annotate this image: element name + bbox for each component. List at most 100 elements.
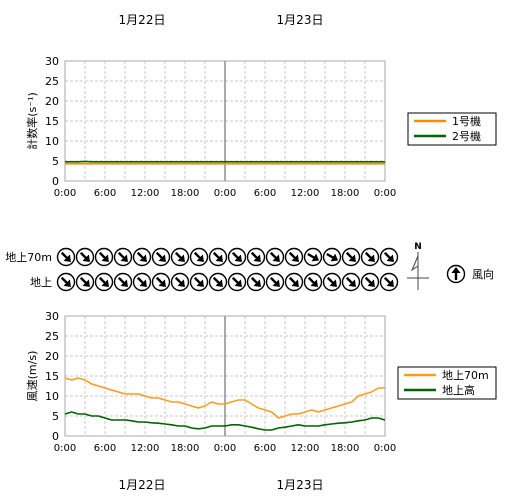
count-rate-y-axis-label: 計数率(s⁻¹) <box>25 92 39 150</box>
legend-label-unit2: 2号機 <box>452 129 481 143</box>
date-label-top-day1: 1月22日 <box>119 13 166 27</box>
count-rate-x-tick-label: 12:00 <box>291 188 320 199</box>
date-label-bottom-day1: 1月22日 <box>119 478 166 492</box>
wind-speed-chart: 0 5 10 15 20 25 30 0:00 6:00 12:00 18:00 0:00 6:00 1… <box>26 310 497 454</box>
count-rate-y-tick-label: 5 <box>52 155 59 168</box>
wind-row-label-70m: 地上70m <box>5 251 52 264</box>
wind-arrow-icon <box>265 272 285 292</box>
wind-arrow-icon <box>322 247 342 267</box>
wind-arrow-icon <box>227 247 247 267</box>
wind-arrow-icon <box>360 272 380 292</box>
wind-speed-x-tick-label: 6:00 <box>94 443 116 454</box>
wind-speed-series <box>64 377 386 431</box>
count-rate-x-tick-label: 18:00 <box>331 188 360 199</box>
wind-speed-y-axis-label: 風速(m/s) <box>26 351 39 402</box>
count-rate-y-tick-label: 15 <box>45 115 59 128</box>
wind-speed-y-tick-label: 20 <box>45 350 59 363</box>
wind-arrow-icon <box>94 272 114 292</box>
wind-arrow-icon <box>341 272 361 292</box>
wind-arrow-icon <box>75 247 95 267</box>
count-rate-y-tick-label: 10 <box>45 135 59 148</box>
wind-arrow-icon <box>284 272 304 292</box>
count-rate-y-tick-label: 0 <box>52 175 59 188</box>
wind-speed-x-tick-label: 0:00 <box>214 443 236 454</box>
wind-arrow-icon <box>56 247 76 267</box>
count-rate-x-tick-label: 6:00 <box>254 188 276 199</box>
wind-speed-x-tick-label: 18:00 <box>331 443 360 454</box>
wind-direction-panel: 地上70m 地上 N 風向 <box>5 242 494 292</box>
wind-arrow-icon <box>151 272 171 292</box>
wind-direction-legend-label: 風向 <box>472 267 494 281</box>
count-rate-chart: 0 5 10 15 20 25 30 0:00 6:00 12:00 18:00 0:00 6:00 1… <box>25 55 497 199</box>
wind-arrow-icon <box>151 247 171 267</box>
wind-speed-x-ticks: 0:00 6:00 12:00 18:00 0:00 6:00 12:00 18:00 0:00 <box>54 443 396 454</box>
count-rate-x-tick-label: 12:00 <box>131 188 160 199</box>
wind-speed-y-tick-label: 15 <box>45 370 59 383</box>
wind-arrow-icon <box>322 272 342 292</box>
count-rate-x-tick-label: 0:00 <box>374 188 396 199</box>
count-rate-series <box>65 160 385 165</box>
wind-arrow-icon <box>360 247 380 267</box>
wind-arrow-icon <box>75 272 95 292</box>
wind-speed-x-tick-label: 6:00 <box>254 443 276 454</box>
wind-arrow-icon <box>132 247 152 267</box>
wind-speed-y-tick-label: 30 <box>45 310 59 323</box>
wind-arrow-icon <box>379 247 399 267</box>
wind-legend-arrow-icon <box>446 264 466 284</box>
wind-arrow-icon <box>113 272 133 292</box>
wind-arrow-icon <box>170 247 190 267</box>
count-rate-legend-box <box>407 112 497 146</box>
wind-speed-x-tick-label: 12:00 <box>131 443 160 454</box>
wind-arrow-icon <box>170 272 190 292</box>
wind-arrow-icon <box>208 247 228 267</box>
wind-speed-x-tick-label: 0:00 <box>54 443 76 454</box>
compass-arrow-mark <box>410 255 419 272</box>
legend-label-70m: 地上70m <box>442 369 489 382</box>
legend-label-unit1: 1号機 <box>452 114 481 128</box>
count-rate-y-tick-label: 25 <box>45 75 59 88</box>
wind-arrow-icon <box>113 247 133 267</box>
wind-arrow-icon <box>265 247 285 267</box>
count-rate-x-ticks: 0:00 6:00 12:00 18:00 0:00 6:00 12:00 18:00 0:00 <box>54 188 396 199</box>
wind-arrow-icon <box>56 272 76 292</box>
wind-speed-series-line-1 <box>64 377 385 419</box>
wind-speed-y-tick-label: 0 <box>52 430 59 443</box>
compass-north-label: N <box>414 242 422 252</box>
wind-speed-y-tick-label: 25 <box>45 330 59 343</box>
wind-speed-y-tick-label: 5 <box>52 410 59 423</box>
wind-speed-x-tick-label: 12:00 <box>291 443 320 454</box>
wind-arrow-icon <box>246 247 266 267</box>
wind-arrow-icon <box>303 247 323 267</box>
wind-arrow-icon <box>227 272 247 292</box>
wind-row-70m <box>56 247 399 267</box>
wind-arrow-icon <box>341 247 361 267</box>
wind-speed-grid <box>64 315 386 437</box>
wind-arrow-icon <box>284 247 304 267</box>
wind-speed-x-tick-label: 18:00 <box>171 443 200 454</box>
count-rate-legend: 1号機 2号機 <box>407 112 497 146</box>
wind-arrow-icon <box>379 272 399 292</box>
count-rate-x-tick-label: 6:00 <box>94 188 116 199</box>
count-rate-plot-frame <box>64 60 386 182</box>
wind-speed-legend: 地上70m 地上高 <box>397 366 497 400</box>
wind-speed-legend-box <box>397 366 497 400</box>
wind-speed-y-tick-label: 10 <box>45 390 59 403</box>
count-rate-y-tick-label: 20 <box>45 95 59 108</box>
count-rate-x-tick-label: 0:00 <box>54 188 76 199</box>
wind-arrow-icon <box>94 247 114 267</box>
wind-arrow-icon <box>189 272 209 292</box>
wind-direction-legend-icon <box>446 264 466 284</box>
date-label-bottom-day2: 1月23日 <box>277 478 324 492</box>
wind-speed-x-tick-label: 0:00 <box>374 443 396 454</box>
wind-arrow-icon <box>189 247 209 267</box>
wind-speed-plot-frame <box>64 315 386 437</box>
legend-label-ground: 地上高 <box>442 383 475 397</box>
compass: N <box>407 242 429 290</box>
wind-arrow-icon <box>303 272 323 292</box>
count-rate-x-tick-label: 0:00 <box>214 188 236 199</box>
wind-row-label-ground: 地上 <box>30 276 52 289</box>
count-rate-x-tick-label: 18:00 <box>171 188 200 199</box>
wind-arrow-icon <box>246 272 266 292</box>
date-label-top-day2: 1月23日 <box>277 13 324 27</box>
